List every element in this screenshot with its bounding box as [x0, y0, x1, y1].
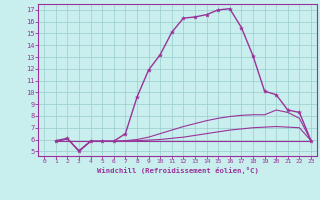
X-axis label: Windchill (Refroidissement éolien,°C): Windchill (Refroidissement éolien,°C) [97, 167, 259, 174]
